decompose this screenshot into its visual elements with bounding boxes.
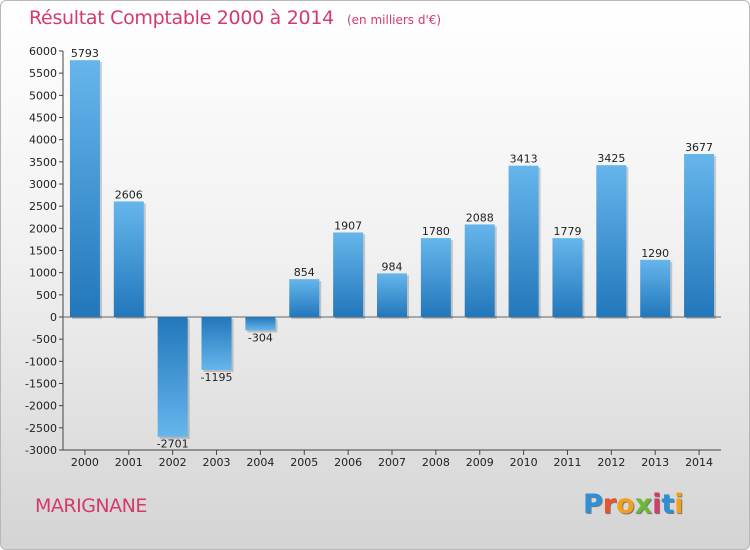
bar (333, 232, 364, 317)
bar (201, 317, 232, 370)
y-tick-label: 1500 (29, 245, 57, 258)
bar (684, 153, 715, 317)
data-labels: 5793 2606 -2701 -1195 -304 854 1907 984 1780 2088… (71, 47, 713, 451)
axes: -3000 -2500 -2000 -1500 -1000 -500 0 500 1000 150… (25, 45, 721, 469)
bar (245, 317, 276, 331)
x-tick-label: 2009 (466, 456, 494, 469)
x-tick-label: 2000 (71, 456, 99, 469)
data-label: 1779 (553, 225, 581, 238)
y-tick-label: 5500 (29, 67, 57, 80)
y-tick-label: 5000 (29, 89, 57, 102)
bar (464, 224, 495, 317)
data-label: -1195 (201, 371, 233, 384)
y-tick-label: 3500 (29, 156, 57, 169)
data-label: 3413 (510, 153, 538, 166)
y-tick-label: 500 (36, 289, 57, 302)
logo-letter: P (583, 489, 603, 520)
bar (157, 317, 188, 437)
x-tick-label: 2002 (159, 456, 187, 469)
y-tick-label: -500 (32, 333, 57, 346)
bar (377, 273, 407, 317)
y-tick-label: 4000 (29, 134, 57, 147)
data-label: 3677 (685, 141, 713, 154)
data-label: 2606 (115, 188, 143, 201)
x-tick-label: 2008 (422, 456, 450, 469)
logo-letter: o (616, 489, 635, 520)
data-label: 984 (382, 260, 403, 273)
chart-title: Résultat Comptable 2000 à 2014 (29, 7, 334, 29)
title-row: Résultat Comptable 2000 à 2014 (en milli… (29, 7, 441, 29)
city-name: MARIGNANE (35, 495, 147, 517)
x-tick-label: 2005 (290, 456, 318, 469)
bar (596, 165, 627, 317)
logo-letter: r (602, 489, 617, 520)
data-label: 3425 (597, 152, 625, 165)
bar (640, 259, 671, 317)
x-tick-label: 2014 (685, 456, 713, 469)
y-tick-label: 3000 (29, 178, 57, 191)
x-tick-label: 2001 (115, 456, 143, 469)
data-label: 854 (294, 266, 315, 279)
y-tick-label: -2500 (25, 422, 57, 435)
data-label: 2088 (466, 211, 494, 224)
y-tick-label: 2500 (29, 200, 57, 213)
y-tick-label: 6000 (29, 45, 57, 58)
data-label: 5793 (71, 47, 99, 60)
data-label: -2701 (157, 438, 189, 451)
bar (69, 60, 100, 317)
data-label: 1907 (334, 219, 362, 232)
y-tick-label: 1000 (29, 267, 57, 280)
x-tick-label: 2012 (597, 456, 625, 469)
logo-letter: t (661, 489, 675, 520)
proxiti-logo: Proxiti (583, 489, 684, 520)
y-tick-label: 4500 (29, 112, 57, 125)
x-tick-label: 2003 (203, 456, 231, 469)
x-tick-label: 2010 (510, 456, 538, 469)
chart-unit: (en milliers d'€) (346, 13, 442, 27)
data-label: 1290 (641, 247, 669, 260)
bar (420, 238, 451, 317)
x-tick-label: 2011 (553, 456, 581, 469)
bar (552, 238, 583, 317)
x-tick-label: 2006 (334, 456, 362, 469)
x-tick-label: 2007 (378, 456, 406, 469)
bar-chart: -3000 -2500 -2000 -1500 -1000 -500 0 500 1000 150… (25, 45, 721, 469)
y-tick-label: -2000 (25, 400, 57, 413)
y-tick-label: -1500 (25, 378, 57, 391)
logo-letter: x (634, 489, 653, 520)
x-tick-label: 2004 (246, 456, 274, 469)
data-label: 1780 (422, 225, 450, 238)
y-tick-label: 0 (50, 311, 57, 324)
x-tick-label: 2013 (641, 456, 669, 469)
bar (289, 279, 320, 317)
y-tick-label: 2000 (29, 222, 57, 235)
logo-letter: i (674, 489, 684, 520)
y-tick-label: -1000 (25, 355, 57, 368)
y-tick-label: -3000 (25, 444, 57, 457)
logo-letter: i (652, 489, 662, 520)
bar (508, 165, 539, 317)
data-label: -304 (248, 331, 273, 344)
bar (113, 201, 144, 317)
bars (69, 60, 717, 439)
